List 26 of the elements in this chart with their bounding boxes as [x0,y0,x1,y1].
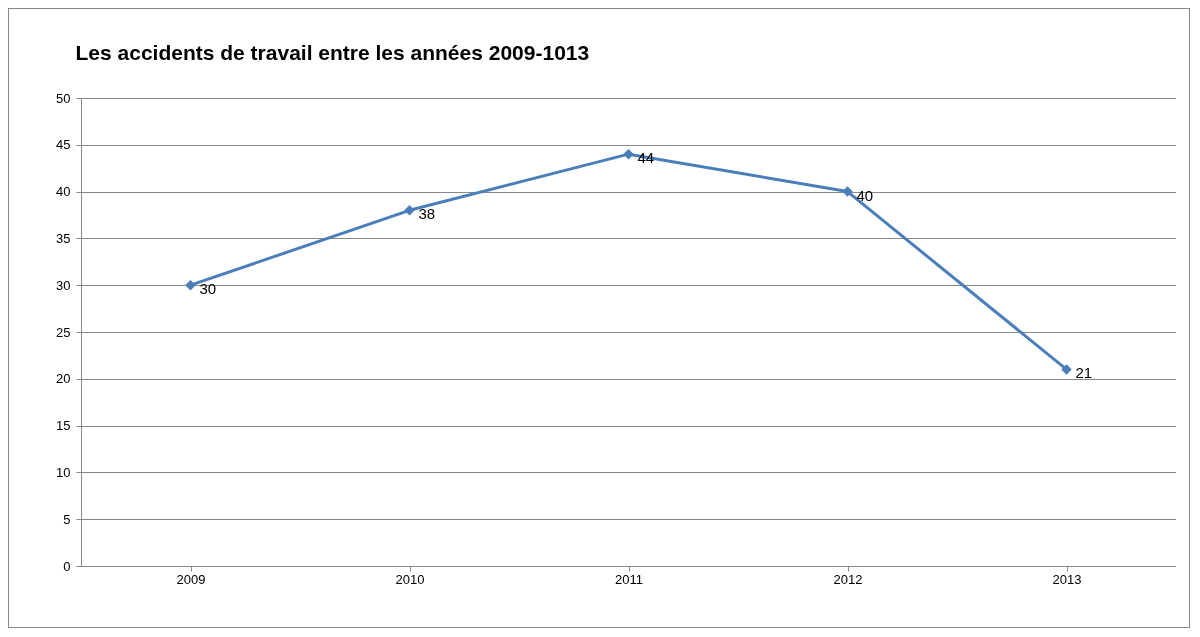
x-tick-label: 2009 [176,571,206,587]
point [842,186,853,197]
y-tick-label: 40 [56,184,71,200]
x-tick-label: 2012 [833,571,863,587]
point [185,279,196,291]
y-tick-label: 0 [63,558,71,574]
x-tick-label: 2010 [395,571,425,587]
point [404,205,415,216]
data-label: 40 [856,186,874,204]
y-tick-label: 10 [56,464,71,480]
x-tick-label: 2011 [615,571,643,587]
data-label: 30 [199,280,217,298]
point [623,148,634,160]
y-tick-label: 35 [56,230,71,246]
data-label: 21 [1075,364,1093,382]
y-tick-label: 20 [56,371,71,387]
data-label: 38 [418,205,436,223]
y-tick-label: 30 [56,277,71,293]
x-tick-label: 2013 [1052,571,1082,587]
y-tick-label: 45 [56,137,71,153]
chart-title: Les accidents de travail entre les années 2009-1013 [75,41,590,64]
y-tick-label: 50 [56,90,71,106]
y-tick-label: 5 [63,511,71,527]
point [1061,364,1072,375]
y-tick-label: 15 [56,418,71,434]
y-tick-label: 25 [56,324,71,340]
